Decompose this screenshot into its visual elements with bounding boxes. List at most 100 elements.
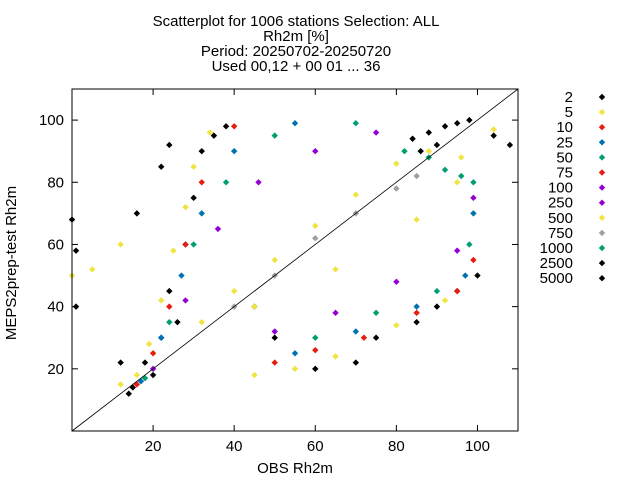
legend-marker [598, 169, 606, 176]
data-point [291, 350, 299, 357]
data-point [182, 297, 189, 304]
data-point [89, 266, 96, 273]
legend-entry: 25 [556, 134, 606, 151]
data-point [222, 179, 230, 186]
data-point [117, 241, 124, 248]
band-100 [149, 129, 477, 373]
data-point [393, 322, 400, 329]
data-point [72, 247, 80, 254]
data-point [312, 334, 319, 341]
data-point [332, 353, 339, 360]
legend-entry: 75 [556, 165, 606, 182]
title-line-1: Scatterplot for 1006 stations Selection:… [153, 13, 440, 30]
data-point [409, 135, 416, 142]
data-point [230, 147, 238, 155]
legend-label: 2 [565, 89, 573, 106]
legend-marker [598, 259, 606, 267]
data-point [453, 120, 461, 127]
data-point [117, 381, 124, 388]
data-point [251, 303, 258, 310]
data-point [425, 147, 432, 155]
y-tick-label: 100 [39, 112, 64, 129]
x-tick-label: 100 [465, 438, 490, 455]
data-point [312, 365, 319, 373]
data-point [433, 141, 441, 149]
y-axis-ticks: 20 40 60 80 100 [39, 112, 518, 378]
data-point [137, 378, 145, 385]
data-point [251, 371, 258, 379]
data-point [158, 163, 165, 170]
legend-entry: 100 [548, 180, 606, 197]
x-tick-label: 80 [388, 438, 405, 455]
data-point [360, 334, 368, 341]
legend-label: 50 [556, 149, 573, 166]
y-tick-label: 60 [47, 236, 64, 253]
data-point [312, 147, 319, 155]
legend-marker [598, 275, 606, 282]
legend-entry: 250 [548, 195, 606, 212]
legend-entry: 2500 [540, 255, 606, 272]
density-points [68, 116, 514, 397]
data-point [413, 172, 420, 180]
data-point [458, 154, 465, 161]
data-point [166, 303, 173, 310]
legend-label: 100 [548, 180, 573, 197]
data-point [158, 297, 165, 304]
x-tick-label: 60 [307, 438, 324, 455]
x-tick-label: 20 [145, 438, 162, 455]
data-point [470, 179, 477, 186]
data-point [312, 235, 319, 242]
data-point [170, 247, 177, 254]
data-point [166, 141, 173, 149]
data-point [413, 216, 420, 223]
data-point [230, 287, 238, 295]
legend-label: 250 [548, 195, 573, 212]
data-point [458, 172, 465, 180]
data-point [490, 132, 497, 139]
y-tick-label: 20 [47, 361, 64, 378]
legend-entry: 5 [565, 104, 606, 121]
band-1000 [401, 147, 465, 180]
legend-marker [598, 244, 606, 252]
data-point [166, 287, 173, 295]
data-point [470, 256, 477, 264]
band-5000 [409, 116, 473, 155]
data-point [271, 328, 278, 335]
legend-entry: 5000 [540, 270, 606, 287]
data-point [190, 241, 197, 248]
data-point [417, 147, 424, 155]
data-point [506, 141, 514, 149]
data-point [413, 303, 420, 310]
data-point [490, 126, 497, 133]
data-point [271, 256, 278, 264]
legend-marker [598, 93, 606, 101]
data-point [393, 185, 400, 192]
data-point [453, 287, 461, 295]
legend-marker [598, 199, 606, 206]
data-point [372, 334, 380, 341]
legend-entry: 2 [565, 89, 606, 106]
legend-marker [598, 108, 606, 116]
data-point [413, 318, 420, 326]
band-750 [230, 172, 420, 310]
band-10 [133, 123, 477, 388]
data-point [149, 350, 157, 357]
data-point [312, 222, 319, 229]
title-line-4: Used 00,12 + 00 01 ... 36 [212, 58, 381, 75]
data-point [441, 123, 449, 130]
legend-label: 5000 [540, 270, 573, 287]
data-point [190, 163, 197, 170]
legend-label: 1000 [540, 240, 573, 257]
data-point [466, 116, 473, 124]
band-2 [68, 123, 514, 397]
legend-label: 5 [565, 104, 573, 121]
data-point [413, 309, 420, 317]
data-point [312, 346, 319, 354]
data-point [332, 266, 339, 273]
legend-label: 75 [556, 165, 573, 182]
data-point [271, 359, 278, 366]
band-500 [198, 147, 461, 326]
data-point [470, 210, 477, 217]
